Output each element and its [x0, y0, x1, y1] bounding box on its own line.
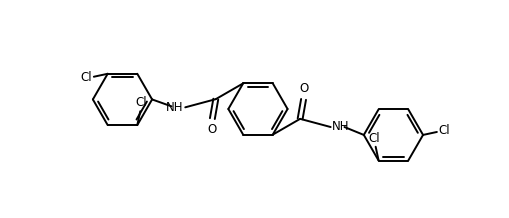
Text: NH: NH: [331, 119, 349, 133]
Text: Cl: Cl: [438, 124, 449, 138]
Text: Cl: Cl: [135, 96, 147, 109]
Text: Cl: Cl: [80, 71, 92, 84]
Text: Cl: Cl: [368, 132, 380, 145]
Text: NH: NH: [165, 101, 183, 114]
Text: O: O: [298, 82, 307, 95]
Text: O: O: [207, 123, 216, 136]
